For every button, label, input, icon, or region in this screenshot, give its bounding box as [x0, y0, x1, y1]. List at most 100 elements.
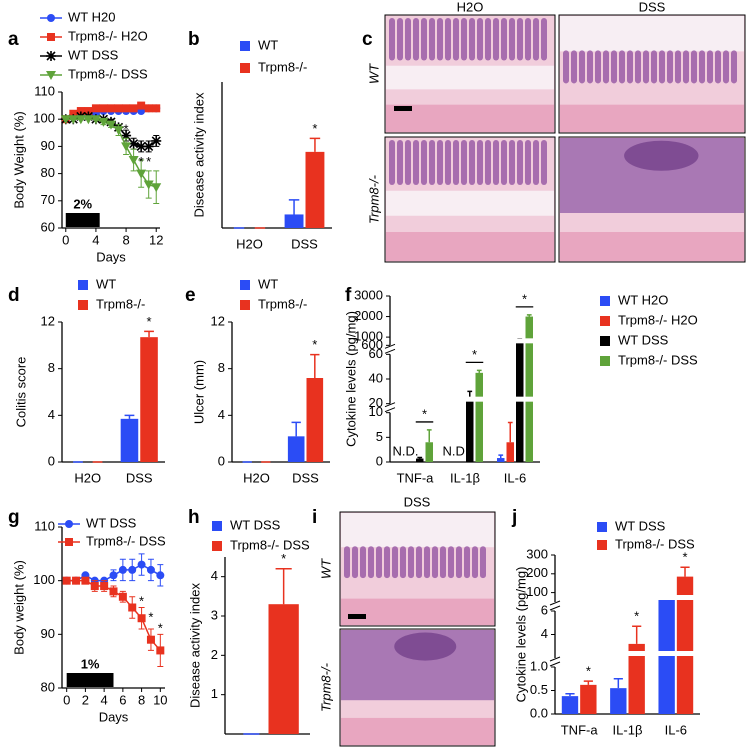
y-tick-label: 10 [369, 404, 383, 419]
error-bar [124, 414, 135, 419]
bar [497, 458, 505, 462]
crypt [485, 18, 491, 61]
x-tick-label: 10 [153, 692, 167, 707]
crypt [563, 50, 569, 84]
legend-marker [47, 14, 55, 22]
marker [136, 141, 147, 152]
axis-break [384, 402, 396, 413]
muscle [386, 232, 554, 261]
annotation: * [422, 406, 427, 421]
legend-label: Trpm8-/- DSS [618, 352, 698, 367]
treatment-label: 1% [81, 656, 100, 671]
marker [106, 120, 116, 130]
y-tick-label: 6 [541, 602, 548, 617]
x-tick-label: 12 [149, 232, 163, 247]
marker [100, 582, 109, 591]
image-title: DSS [404, 494, 431, 509]
y-tick-label: 600 [361, 337, 383, 352]
marker [128, 565, 137, 574]
marker [60, 115, 71, 125]
y-tick-label: 110 [34, 83, 55, 98]
annotation: * [472, 347, 477, 362]
value-label: N.D. [393, 443, 419, 458]
legend-swatch [78, 300, 88, 310]
legend-label: Trpm8-/- [96, 296, 145, 311]
crypt [464, 546, 470, 579]
y-tick-label: 0.5 [530, 682, 548, 697]
marker [114, 104, 123, 113]
y-tick-label: 100 [33, 572, 55, 587]
error-bar [417, 456, 423, 459]
annotation: * [522, 291, 527, 306]
x-tick-label: 8 [138, 692, 145, 707]
crypt [440, 546, 446, 579]
legend-swatch [212, 521, 222, 531]
muscle [341, 598, 494, 625]
annotation: * [146, 154, 151, 169]
y-axis-label: Cytokine levels (pg/mg) [343, 311, 358, 447]
y-tick-label: 5 [376, 429, 383, 444]
marker [91, 104, 100, 113]
crypt [429, 18, 435, 61]
crypt [627, 50, 633, 84]
legend-swatch [597, 522, 607, 532]
axis-break [384, 343, 396, 354]
marker [128, 603, 137, 612]
bar [425, 442, 433, 462]
treatment-label: 2% [73, 196, 92, 211]
muscle [386, 104, 554, 132]
marker [156, 646, 165, 655]
submucosa [386, 190, 554, 216]
crypt [421, 18, 427, 61]
crypt [723, 50, 729, 84]
crypt [533, 140, 539, 185]
marker [84, 107, 93, 116]
y-tick-label: 60 [369, 346, 383, 361]
marker [156, 571, 165, 580]
crypt [400, 546, 406, 579]
crypt [421, 140, 427, 185]
annotation: * [158, 620, 163, 635]
legend-label: WT [96, 276, 116, 291]
crypt [579, 50, 585, 84]
crypt [397, 18, 403, 61]
break-gap [391, 338, 541, 344]
muscle [560, 232, 744, 261]
legend-label: WT DSS [230, 517, 281, 532]
panel-label: i [312, 507, 317, 528]
crypt [389, 18, 395, 61]
break-gap [556, 595, 701, 600]
legend-label: WT H2O [618, 292, 668, 307]
x-tick-label: 4 [92, 232, 99, 247]
marker [75, 115, 86, 125]
error-bar [680, 566, 690, 577]
x-tick-label: TNF-a [397, 470, 435, 485]
y-tick-label: 4 [48, 407, 55, 422]
row-label: Trpm8-/- [318, 662, 333, 712]
legend-label: WT DSS [86, 515, 137, 530]
annotation: * [586, 664, 591, 679]
marker [113, 126, 124, 136]
crypt [619, 50, 625, 84]
y-tick-label: 70 [41, 192, 55, 207]
crypt [389, 140, 395, 185]
error-bar [526, 314, 532, 317]
y-tick-label: 8 [218, 360, 225, 375]
marker [137, 101, 146, 110]
crypt [595, 50, 601, 84]
annotation: * [139, 594, 144, 609]
error-bar [476, 369, 482, 373]
panel-label: j [511, 507, 517, 528]
error-bar [613, 678, 623, 689]
marker [83, 115, 94, 125]
error-bar [144, 330, 154, 338]
bar [475, 372, 483, 462]
marker [151, 183, 162, 193]
annotation: * [634, 609, 639, 624]
error-bar [565, 693, 575, 697]
crypt [715, 50, 721, 84]
panel-label: c [362, 29, 373, 50]
y-tick-label: 0 [376, 453, 383, 468]
legend-label: WT DSS [618, 332, 669, 347]
